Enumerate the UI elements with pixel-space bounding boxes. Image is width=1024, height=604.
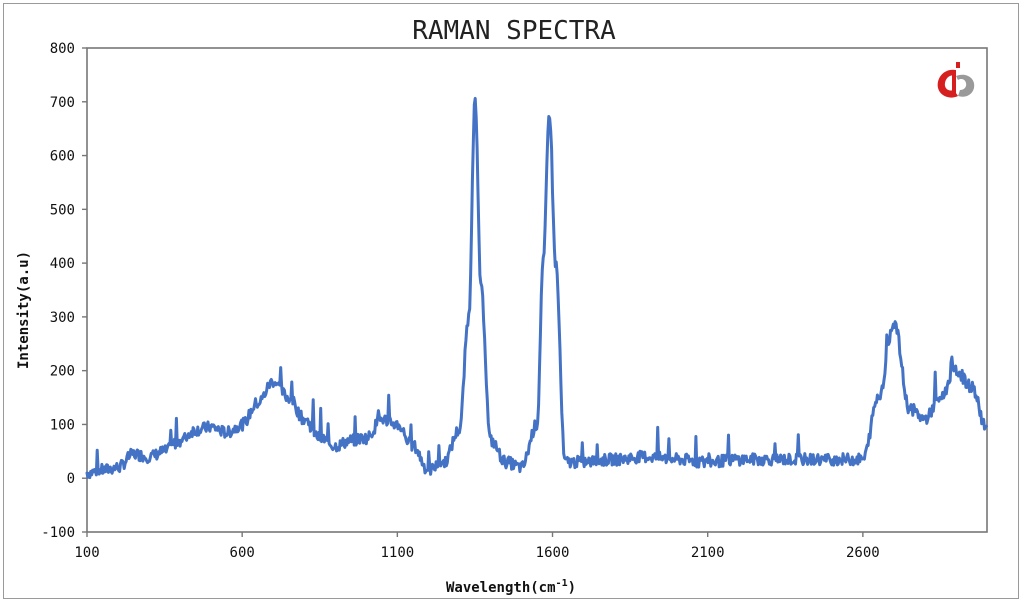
x-axis-label-close: ): [568, 580, 576, 596]
y-tick-label: 300: [50, 310, 75, 326]
y-tick-label: -100: [41, 525, 75, 541]
y-tick-label: 400: [50, 256, 75, 272]
y-tick-label: 600: [50, 149, 75, 165]
y-tick-label: 100: [50, 417, 75, 433]
x-axis-label-sup: -1: [556, 578, 568, 589]
x-axis-ticks: 100 600 1100 1600 2100 2600: [74, 532, 880, 561]
x-tick-label: 1100: [380, 545, 414, 561]
y-tick-label: 0: [67, 471, 75, 487]
chart-frame: RAMAN SPECTRA -100 0 100 200 300 400 500 600 700…: [3, 3, 1019, 599]
raman-chart: RAMAN SPECTRA -100 0 100 200 300 400 500 600 700…: [16, 16, 988, 596]
chart-title: RAMAN SPECTRA: [412, 16, 616, 46]
y-tick-label: 500: [50, 202, 75, 218]
plot-area: [86, 47, 988, 533]
y-tick-label: 800: [50, 41, 75, 57]
y-axis-ticks: -100 0 100 200 300 400 500 600 700 800: [41, 41, 87, 541]
x-axis-label: Wavelength(cm-1): [446, 578, 576, 596]
x-tick-label: 600: [230, 545, 255, 561]
x-tick-label: 1600: [536, 545, 570, 561]
x-axis-label-main: Wavelength(cm: [446, 580, 556, 596]
ti-logo-icon: [937, 62, 975, 98]
x-tick-label: 100: [74, 545, 99, 561]
y-tick-label: 700: [50, 95, 75, 111]
x-tick-label: 2600: [846, 545, 880, 561]
y-axis-label: Intensity(a.u): [16, 251, 32, 369]
x-tick-label: 2100: [691, 545, 725, 561]
y-tick-label: 200: [50, 364, 75, 380]
spectrum-line: [85, 96, 988, 480]
